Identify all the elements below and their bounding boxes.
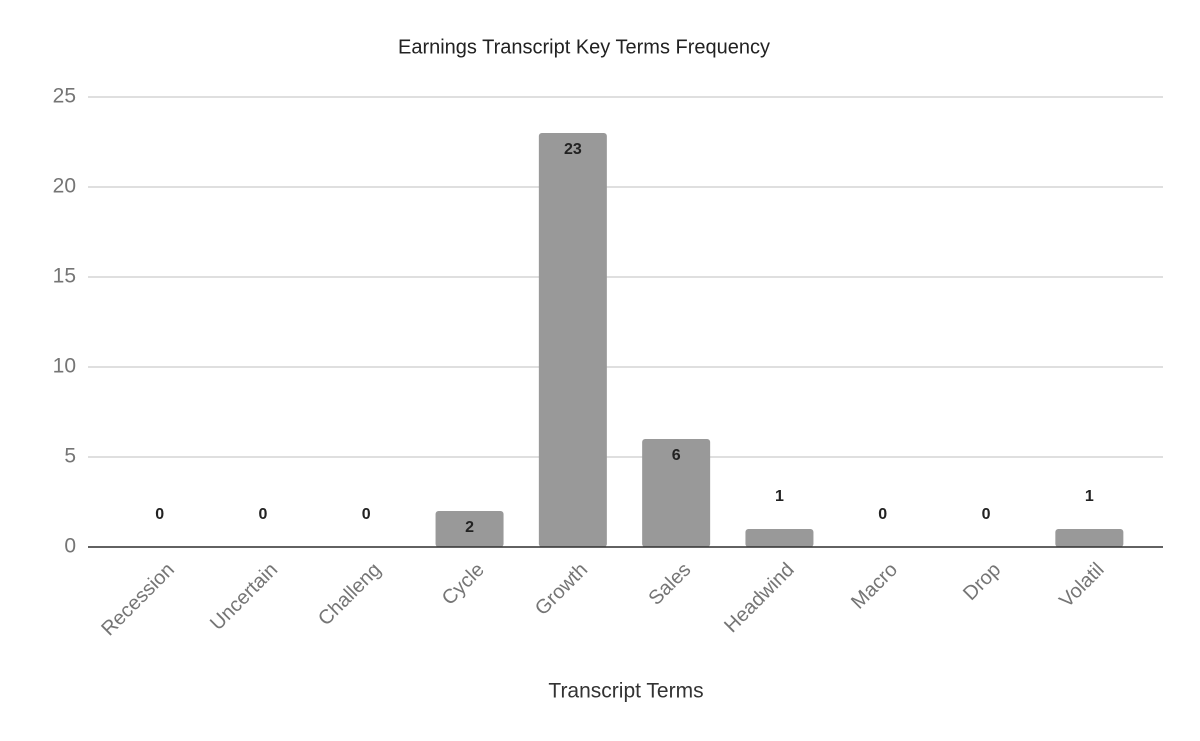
value-label: 1 [775, 488, 784, 505]
value-label: 23 [564, 141, 582, 158]
value-label: 0 [155, 506, 164, 523]
value-label: 1 [1085, 488, 1094, 505]
y-tick-label: 5 [64, 445, 76, 468]
bar [745, 529, 814, 547]
bar [435, 511, 504, 547]
value-label: 0 [878, 506, 887, 523]
value-label: 0 [362, 506, 371, 523]
value-label: 0 [258, 506, 267, 523]
bar [538, 133, 607, 547]
y-tick-label: 20 [53, 175, 76, 198]
y-tick-label: 10 [53, 355, 76, 378]
bar [1055, 529, 1124, 547]
value-label: 6 [672, 447, 681, 464]
value-label: 0 [982, 506, 991, 523]
value-label: 2 [465, 519, 474, 536]
chart-title: Earnings Transcript Key Terms Frequency [398, 36, 770, 58]
y-tick-label: 0 [64, 535, 76, 558]
x-axis-title: Transcript Terms [548, 680, 703, 703]
y-tick-label: 15 [53, 265, 76, 288]
y-tick-label: 25 [53, 85, 76, 108]
bar [642, 439, 711, 547]
